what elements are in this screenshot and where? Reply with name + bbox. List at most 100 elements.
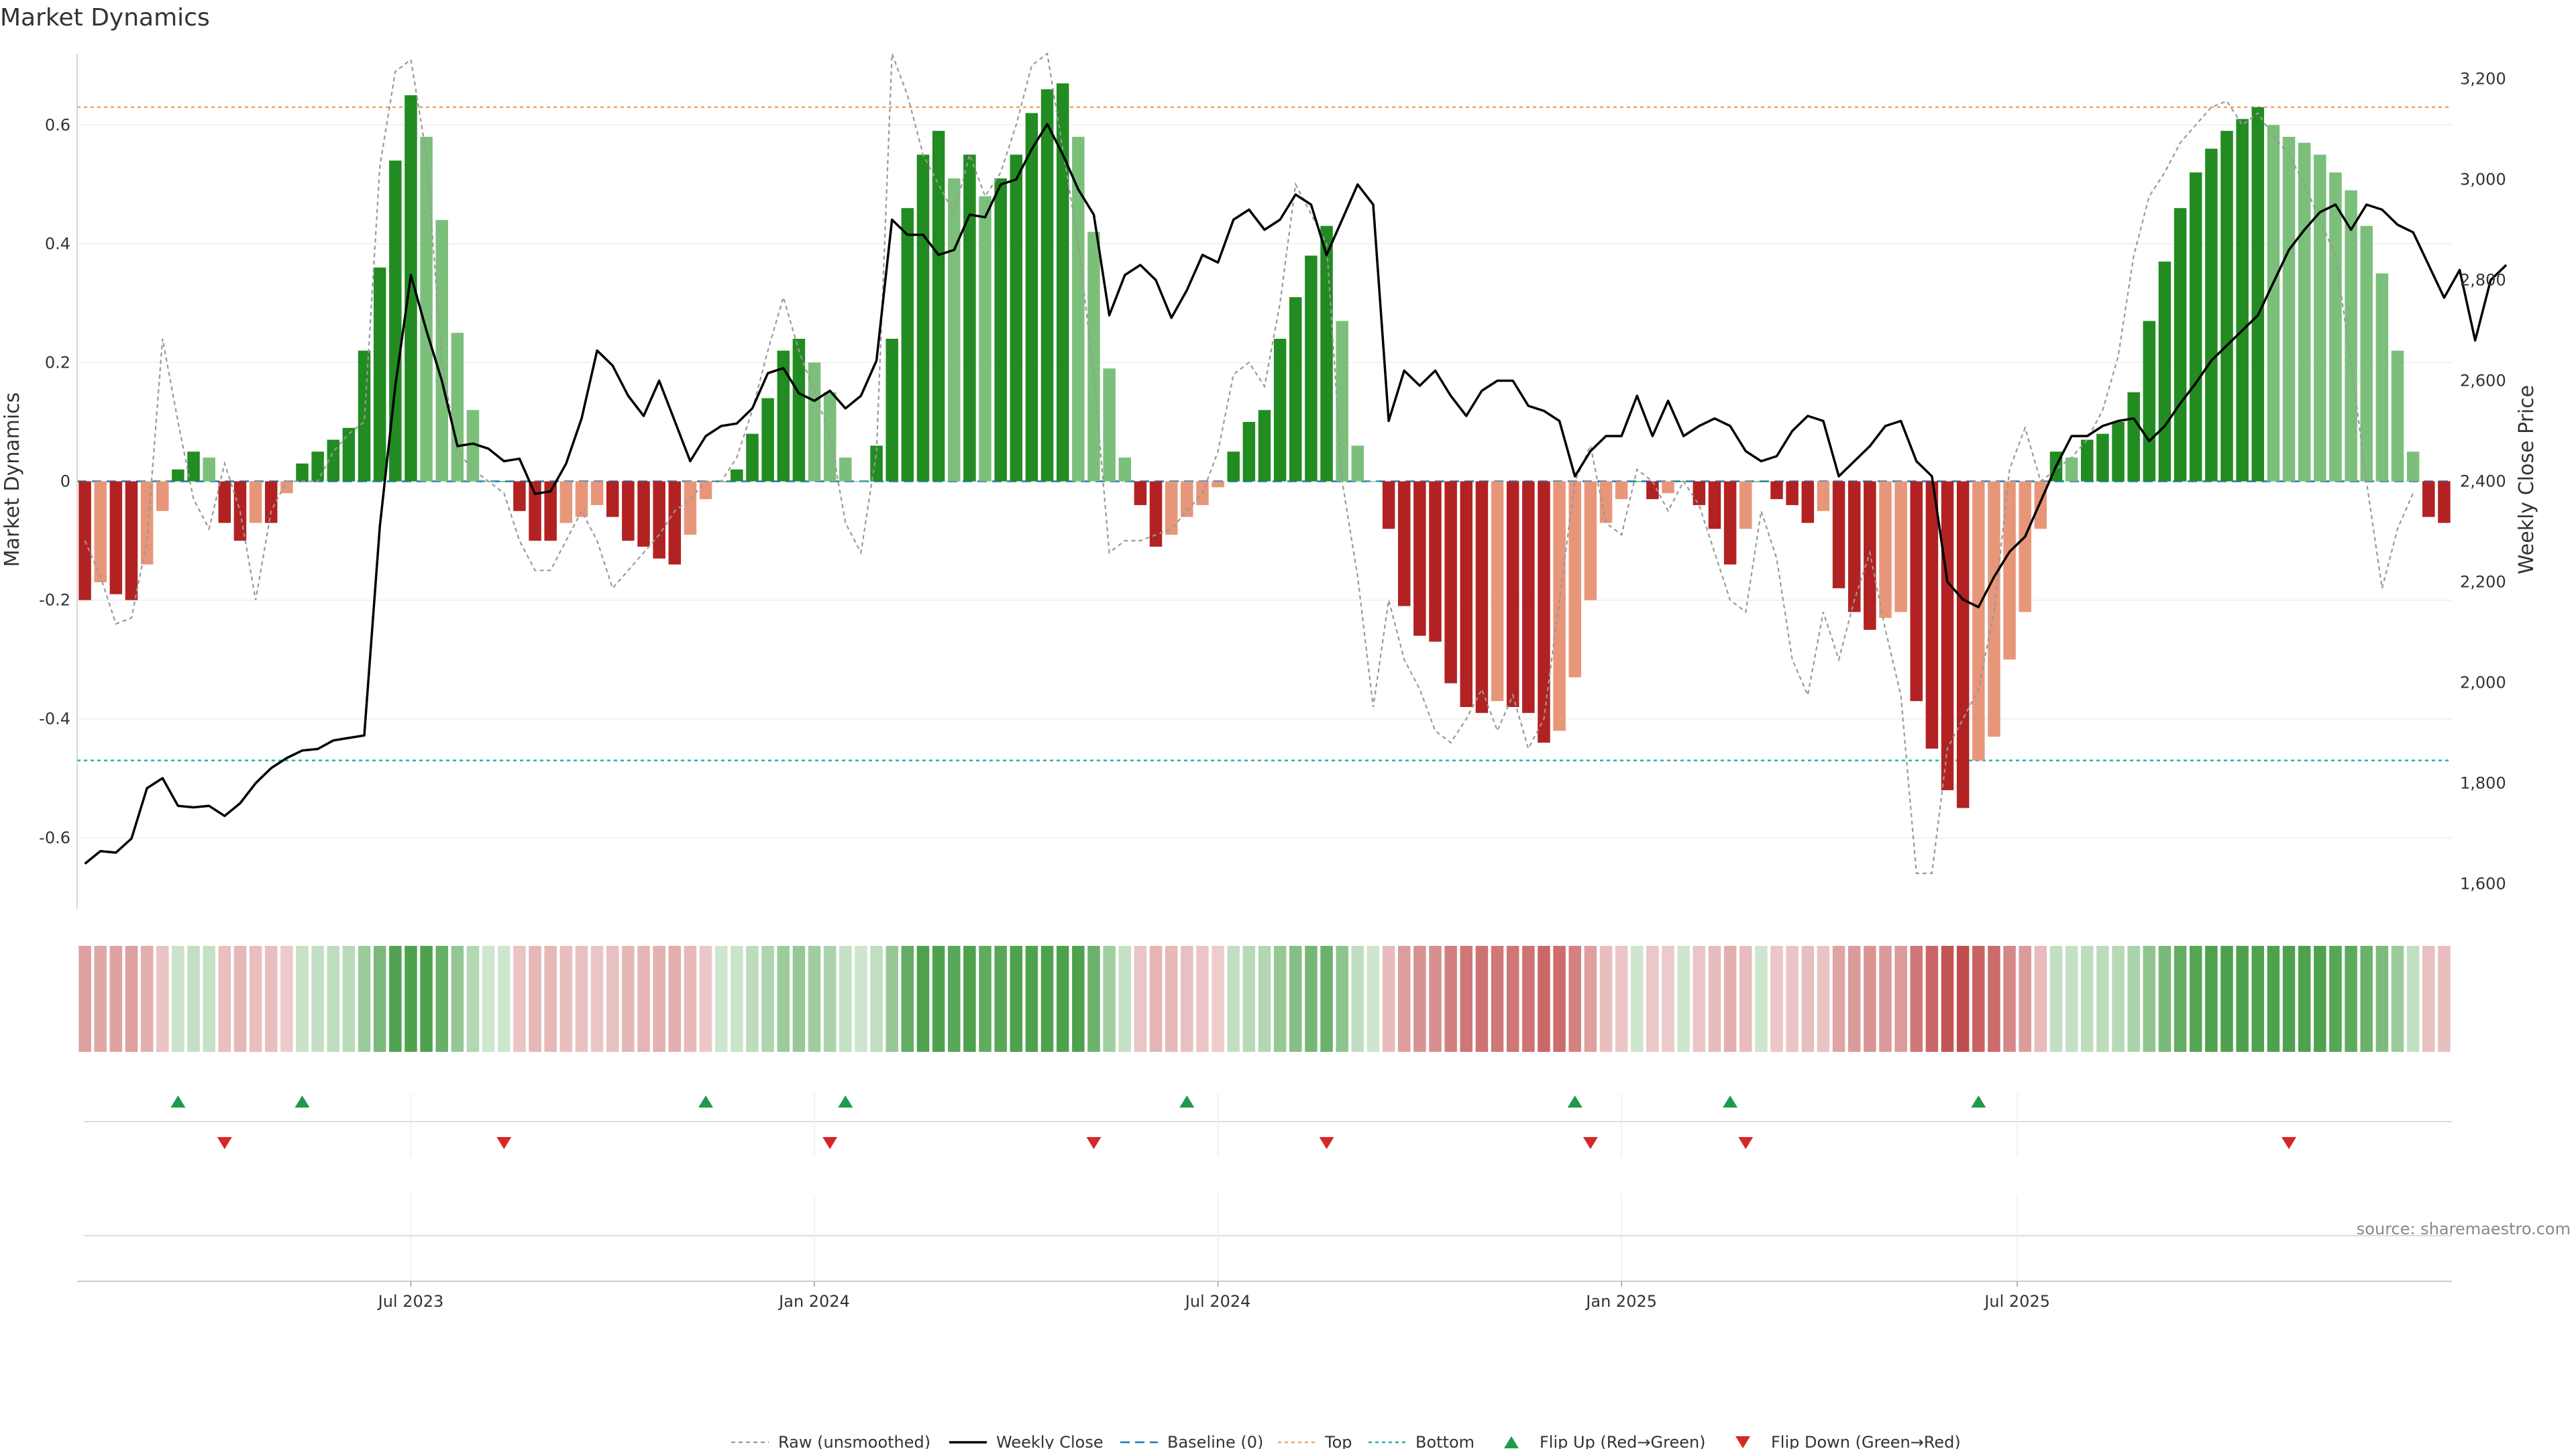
heat-cell [1584,946,1597,1052]
heat-cell [1212,946,1224,1052]
heat-cell [78,946,91,1052]
momentum-bar [885,339,898,482]
momentum-bar [2127,392,2140,482]
heat-cell [1429,946,1442,1052]
heat-cell [1662,946,1674,1052]
momentum-bar [1599,481,1613,523]
heat-cell [1832,946,1845,1052]
momentum-bar [2438,481,2451,523]
heat-cell [373,946,386,1052]
heat-cell [622,946,635,1052]
heat-cell [435,946,448,1052]
heat-cell [264,946,278,1052]
heat-cell [94,946,107,1052]
heat-cell [2406,946,2420,1052]
momentum-bar [575,481,588,517]
heat-cell [2298,946,2311,1052]
momentum-bar [435,219,448,482]
momentum-bar [948,178,961,482]
x-tick-label: Jul 2023 [377,1292,444,1311]
heat-cell [2034,946,2047,1052]
y-tick-label: -0.2 [39,591,70,610]
heat-cell [1941,946,1954,1052]
heat-cell [451,946,464,1052]
heat-cell [327,946,340,1052]
heat-cell [590,946,604,1052]
heat-cell [870,946,883,1052]
heat-cell [1258,946,1271,1052]
momentum-bar [699,481,712,500]
heat-cell [1522,946,1535,1052]
flip-down-marker [1582,1137,1598,1149]
y-tick-label: -0.4 [39,710,70,729]
momentum-bar [327,439,340,482]
momentum-bar [1103,368,1116,482]
momentum-bar [1397,481,1411,606]
heat-cell [1134,946,1147,1052]
y2-tick-label: 2,800 [2460,271,2506,290]
momentum-bar [1087,231,1100,482]
momentum-bar [187,451,200,482]
heat-cell [1801,946,1815,1052]
raw-series-line [84,52,2414,875]
momentum-bar [1693,481,1706,505]
momentum-bar [280,481,293,494]
heat-cell [1273,946,1287,1052]
y2-tick-label: 2,000 [2460,674,2506,692]
heat-cell [1568,946,1581,1052]
heat-cell [979,946,991,1052]
momentum-bar [203,458,215,482]
heat-cell [916,946,930,1052]
heat-cell [885,946,898,1052]
heat-cell [1677,946,1690,1052]
momentum-bar [839,458,852,482]
y2-tick-label: 2,400 [2460,472,2506,491]
flip-up-marker [1723,1095,1738,1108]
momentum-bar [1553,481,1566,731]
legend-label: Flip Down (Green→Red) [1771,1433,1961,1449]
source-note: source: sharemaestro.com [2357,1220,2571,1238]
momentum-bar [94,481,107,583]
heat-cell [140,946,154,1052]
heat-cell [1879,946,1892,1052]
heat-cell [575,946,588,1052]
momentum-bar [1941,481,1954,790]
right-axis-label: Weekly Close Price [2515,385,2538,574]
momentum-bar [1646,481,1659,500]
heat-cell [2422,946,2435,1052]
momentum-bar [311,451,324,482]
momentum-bar [1429,481,1442,642]
momentum-bar [559,481,573,523]
heat-cell [2375,946,2389,1052]
momentum-bar [1010,154,1023,482]
heat-cell [637,946,650,1052]
heat-cell [1181,946,1193,1052]
momentum-bar [1413,481,1426,636]
momentum-bar [1444,481,1457,684]
momentum-bar [1832,481,1845,588]
momentum-bar [916,154,930,482]
momentum-bar [373,267,386,482]
heat-cell [2189,946,2202,1052]
heat-cell [1382,946,1395,1052]
momentum-bar [1227,451,1240,482]
momentum-bar [405,95,417,482]
heat-cell [2345,946,2357,1052]
momentum-bar [2251,107,2265,482]
heat-cell [1196,946,1209,1052]
heat-cell [963,946,976,1052]
heat-cell [1040,946,1054,1052]
momentum-bar [2422,481,2435,517]
x-tick-label: Jul 2025 [1983,1292,2050,1311]
weekly-close-line [84,123,2508,865]
heat-cell [2329,946,2342,1052]
y-tick-label: -0.6 [39,828,70,847]
heat-cell [498,946,511,1052]
flip-down-marker [1086,1137,1102,1149]
flip-up-marker [294,1095,310,1108]
momentum-bar [1615,481,1628,500]
y2-tick-label: 3,000 [2460,170,2506,189]
heat-cell [1847,946,1861,1052]
legend-swatch [1504,1436,1519,1448]
heat-cell [1491,946,1504,1052]
